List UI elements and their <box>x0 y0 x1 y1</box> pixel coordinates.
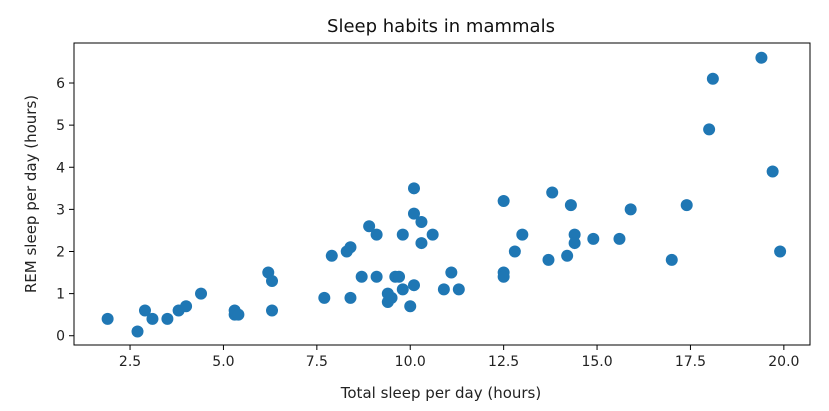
data-point <box>180 300 193 313</box>
data-point <box>445 266 458 279</box>
data-point <box>415 237 428 250</box>
data-point <box>508 245 521 258</box>
x-tick-label: 15.0 <box>581 354 612 370</box>
data-point <box>232 308 245 321</box>
data-point <box>161 312 174 325</box>
data-point <box>404 300 417 313</box>
data-point <box>396 228 409 241</box>
chart-title: Sleep habits in mammals <box>327 16 555 37</box>
data-point <box>680 199 693 212</box>
data-point <box>138 304 151 317</box>
data-point <box>370 228 383 241</box>
data-point <box>497 270 510 283</box>
data-point <box>497 194 510 207</box>
y-tick-label: 5 <box>56 118 65 134</box>
data-point <box>426 228 439 241</box>
data-point <box>665 253 678 266</box>
x-axis-label: Total sleep per day (hours) <box>340 384 541 402</box>
data-point <box>587 232 600 245</box>
data-point <box>318 291 331 304</box>
data-point <box>396 283 409 296</box>
data-point <box>766 165 779 178</box>
data-point <box>437 283 450 296</box>
data-point <box>568 228 581 241</box>
data-point <box>266 304 279 317</box>
data-point <box>370 270 383 283</box>
data-point <box>344 241 357 254</box>
y-tick-label: 0 <box>56 329 65 345</box>
x-axis: 2.5 5.0 7.5 10.0 12.5 15.0 17.5 20.0 <box>119 345 799 370</box>
y-tick-label: 6 <box>56 76 65 92</box>
data-point <box>355 270 368 283</box>
x-tick-label: 7.5 <box>306 354 328 370</box>
plot-area <box>101 51 787 338</box>
data-point <box>546 186 559 199</box>
y-axis: 0 1 2 3 4 5 6 <box>56 76 74 345</box>
data-point <box>774 245 787 258</box>
data-point <box>407 279 420 292</box>
data-point <box>516 228 529 241</box>
data-point <box>363 220 376 233</box>
data-point <box>195 287 208 300</box>
data-point <box>542 253 555 266</box>
data-point <box>415 216 428 229</box>
data-point <box>101 312 114 325</box>
x-tick-label: 10.0 <box>395 354 426 370</box>
x-tick-label: 17.5 <box>675 354 706 370</box>
y-axis-label: REM sleep per day (hours) <box>22 95 40 293</box>
data-point <box>407 182 420 195</box>
data-point <box>564 199 577 212</box>
data-point <box>325 249 338 262</box>
data-point <box>703 123 716 136</box>
y-tick-label: 1 <box>56 287 65 303</box>
plot-frame <box>73 42 811 346</box>
y-tick-label: 3 <box>56 202 65 218</box>
y-tick-label: 2 <box>56 244 65 260</box>
data-point <box>755 51 768 64</box>
data-point <box>407 207 420 220</box>
x-tick-label: 20.0 <box>768 354 799 370</box>
data-point <box>393 270 406 283</box>
data-point <box>613 232 626 245</box>
data-point <box>706 72 719 85</box>
data-point <box>146 312 159 325</box>
data-point <box>344 291 357 304</box>
data-point <box>561 249 574 262</box>
x-tick-label: 12.5 <box>488 354 519 370</box>
data-point <box>568 237 581 250</box>
data-point <box>385 291 398 304</box>
data-point <box>452 283 465 296</box>
y-tick-label: 4 <box>56 160 65 176</box>
x-tick-label: 5.0 <box>212 354 234 370</box>
data-point <box>266 274 279 287</box>
data-point <box>131 325 144 338</box>
data-point <box>624 203 637 216</box>
x-tick-label: 2.5 <box>119 354 141 370</box>
